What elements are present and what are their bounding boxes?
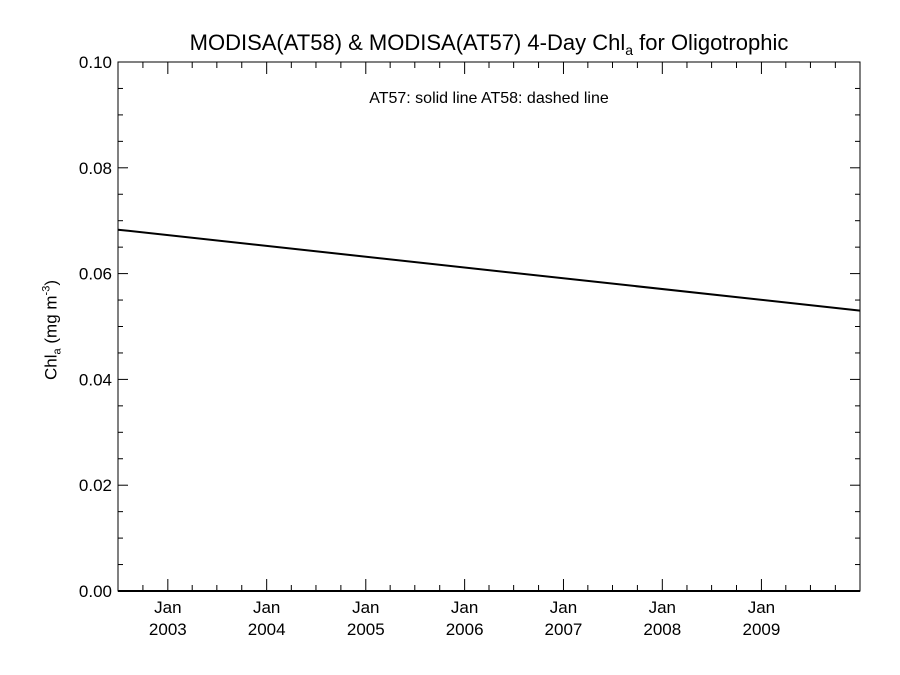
x-tick-label-month: Jan — [451, 598, 478, 617]
plot-frame — [117, 61, 861, 592]
x-tick-label-month: Jan — [649, 598, 676, 617]
x-tick-label-year: 2008 — [643, 620, 681, 639]
x-tick-label-month: Jan — [352, 598, 379, 617]
x-tick-label-year: 2003 — [149, 620, 187, 639]
x-tick-label-year: 2004 — [248, 620, 286, 639]
x-tick-label-month: Jan — [550, 598, 577, 617]
x-tick-label-month: Jan — [748, 598, 775, 617]
y-tick-label: 0.00 — [79, 582, 112, 601]
x-tick-label-year: 2009 — [743, 620, 781, 639]
y-tick-label: 0.06 — [79, 265, 112, 284]
y-tick-label: 0.02 — [79, 476, 112, 495]
x-tick-label-month: Jan — [154, 598, 181, 617]
x-tick-label-year: 2007 — [545, 620, 583, 639]
legend-note: AT57: solid line AT58: dashed line — [369, 90, 609, 107]
chart-title-main: MODISA(AT58) & MODISA(AT57) 4-Day Chl — [189, 30, 626, 55]
y-tick-label: 0.08 — [79, 159, 112, 178]
y-tick-label: 0.10 — [79, 53, 112, 72]
x-tick-label-year: 2005 — [347, 620, 385, 639]
chart-title-tail: for Oligotrophic — [633, 30, 789, 55]
series-line-at57 — [117, 228, 861, 312]
x-tick-label-year: 2006 — [446, 620, 484, 639]
x-tick-label-month: Jan — [253, 598, 280, 617]
y-tick-label: 0.04 — [79, 370, 112, 389]
plot-series — [117, 228, 861, 312]
chart-title-subscript: a — [625, 42, 634, 58]
chart-title: MODISA(AT58) & MODISA(AT57) 4-Day Chla f… — [0, 30, 900, 58]
plot-axes: 0.00 0.02 0.04 0.06 0.08 0.10 Jan 2003 Jan 2004 Ja… — [79, 53, 861, 639]
